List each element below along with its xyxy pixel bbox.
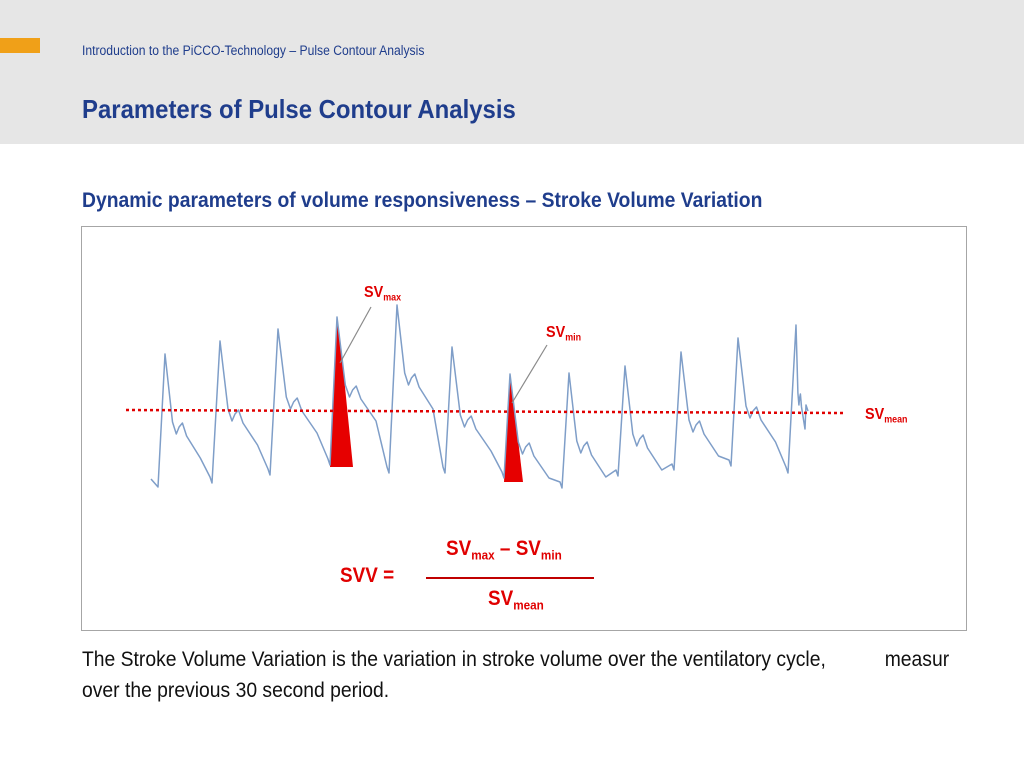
sv-max-label: SVmax bbox=[364, 284, 402, 304]
orange-accent-bar bbox=[0, 38, 40, 53]
sv-max-pointer bbox=[339, 306, 372, 364]
page-title: Parameters of Pulse Contour Analysis bbox=[82, 94, 516, 124]
slide-header: Introduction to the PiCCO-Technology – P… bbox=[0, 0, 1024, 144]
caption-line-2: over the previous 30 second period. bbox=[82, 679, 390, 702]
pressure-waveform-plot bbox=[125, 304, 845, 489]
sv-mean-label: SVmean bbox=[865, 406, 908, 426]
sv-min-label: SVmin bbox=[546, 324, 582, 344]
svv-formula-lhs: SVV = bbox=[340, 564, 395, 587]
caption-line-1-cont: measur bbox=[884, 648, 950, 671]
svv-formula-numerator: SVmax – SVmin bbox=[446, 537, 562, 563]
section-subtitle: Dynamic parameters of volume responsiven… bbox=[82, 189, 763, 212]
caption-text: The Stroke Volume Variation is the varia… bbox=[82, 644, 965, 706]
breadcrumb: Introduction to the PiCCO-Technology – P… bbox=[82, 43, 425, 58]
sv-min-pointer bbox=[511, 344, 548, 404]
svv-diagram: SVmax SVmin SVmean SVV = SVmax – SVmin S… bbox=[81, 226, 967, 631]
caption-line-1: The Stroke Volume Variation is the varia… bbox=[82, 648, 826, 671]
svv-fraction-bar bbox=[426, 577, 594, 579]
svv-formula-denominator: SVmean bbox=[488, 587, 544, 613]
arterial-pressure-waveform bbox=[150, 304, 809, 489]
sv-mean-line bbox=[125, 408, 845, 415]
